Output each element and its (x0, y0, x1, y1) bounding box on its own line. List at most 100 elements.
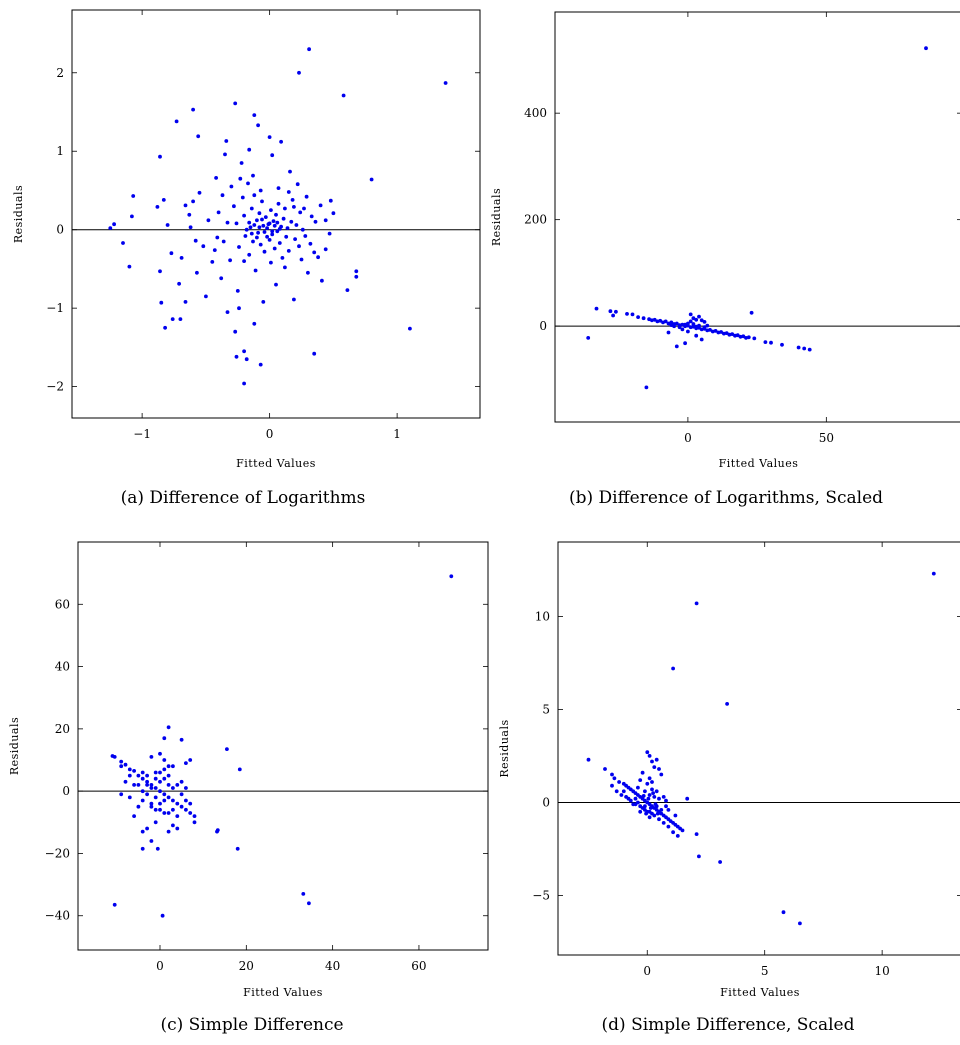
panel-b-point-49 (710, 329, 715, 334)
panel-a-point-69 (292, 297, 296, 302)
panel-a-point-110 (262, 249, 267, 254)
panel-d-point-13 (612, 776, 617, 781)
panel-a-point-95 (242, 213, 247, 218)
panel-d-point-99 (621, 789, 626, 794)
panel-c-point-26 (158, 789, 162, 794)
panel-c-point-45 (171, 764, 175, 769)
panel-d-ylabel: Residuals (498, 719, 511, 777)
panel-b-point-54 (738, 334, 743, 339)
panel-b-point-66 (686, 329, 690, 334)
panel-a-point-26 (345, 288, 350, 292)
panel-a-point-48 (187, 212, 192, 217)
panel-a-point-29 (178, 317, 183, 321)
panel-b-point-48 (705, 328, 710, 333)
panel-a-ytick-label-0: −2 (46, 380, 64, 394)
panel-c-point-21 (136, 773, 141, 778)
panel-a-point-52 (210, 260, 215, 264)
panel-a-point-162 (269, 260, 273, 265)
panel-a-point-17 (234, 354, 239, 359)
panel-b-point-61 (688, 312, 693, 317)
panel-a-point-161 (292, 205, 296, 209)
panel-d-point-80 (657, 796, 661, 801)
panel-d-point-65 (650, 780, 654, 784)
panel-c-point-10 (166, 725, 171, 730)
panel-a-point-126 (283, 206, 287, 211)
panel-c-point-14 (155, 846, 160, 851)
panel-d-point-67 (645, 781, 650, 786)
panel-a-point-143 (252, 223, 257, 227)
panel-a-point-138 (309, 214, 314, 219)
panel-a-point-78 (302, 206, 306, 211)
panel-d-point-60 (657, 767, 661, 771)
panel-a-point-56 (225, 310, 230, 314)
panel-a-point-160 (225, 220, 230, 225)
panel-a-point-15 (258, 362, 263, 367)
panel-d-point-61 (659, 772, 664, 777)
panel-c-point-9 (215, 829, 219, 834)
panel-c-point-62 (145, 792, 150, 797)
panel-b-point-5 (614, 309, 618, 314)
panel-a-ytick-label-1: −1 (46, 301, 64, 315)
panel-d-point-41 (610, 783, 614, 788)
panel-a-point-142 (249, 231, 254, 236)
panel-c-ytick-label-1: −20 (45, 846, 70, 860)
panel-d-point-12 (610, 772, 614, 777)
panel-a-point-156 (276, 186, 281, 191)
panel-b-point-77 (694, 324, 699, 329)
panel-a-point-33 (237, 306, 241, 311)
panel-a-point-83 (183, 203, 188, 208)
panel-d-point-4 (781, 910, 786, 915)
panel-c-point-70 (158, 801, 162, 806)
panel-d-point-89 (648, 806, 653, 810)
panel-a-point-76 (323, 218, 328, 223)
panel-c-point-51 (153, 820, 158, 825)
panel-a-ytick-label-4: 2 (56, 66, 64, 80)
panel-a-point-155 (251, 173, 255, 178)
panel-a-point-132 (293, 237, 297, 242)
panel-d-point-94 (655, 811, 660, 816)
panel-a-point-130 (289, 219, 294, 224)
panel-c-point-41 (153, 770, 158, 775)
panel-c-point-42 (158, 807, 162, 812)
panel-a-point-125 (281, 216, 286, 221)
panel-c-point-67 (166, 783, 171, 787)
panel-b-point-62 (691, 316, 696, 321)
panel-d-point-14 (617, 780, 621, 784)
panel-b-point-32 (763, 340, 768, 344)
panel-c-xtick-label-1: 20 (239, 959, 254, 973)
panel-a-point-65 (274, 282, 278, 287)
panel-a-point-141 (247, 220, 252, 225)
panel-c-ytick-label-2: 0 (62, 784, 70, 798)
panel-b-point-30 (749, 310, 754, 315)
panel-a-point-112 (265, 234, 269, 239)
panel-c-point-49 (188, 758, 193, 762)
panel-d-point-96 (673, 813, 678, 818)
panel-a-point-53 (214, 176, 219, 180)
panel-a-point-45 (169, 251, 174, 256)
panel-d-point-70 (636, 785, 640, 790)
panel-a-point-0 (307, 47, 311, 52)
panel-a-point-153 (277, 227, 282, 231)
panel-a-point-152 (275, 220, 280, 225)
panel-a-point-9 (369, 177, 374, 182)
panel-b-point-8 (630, 312, 635, 317)
panel-a-point-21 (121, 241, 125, 245)
panel-a-point-102 (252, 193, 257, 198)
panel-a-point-81 (193, 238, 198, 243)
panel-d-point-42 (614, 789, 619, 794)
panel-a-point-86 (212, 248, 217, 253)
panel-c-point-77 (162, 811, 167, 815)
panel-a-point-72 (304, 194, 309, 199)
panel-a-point-30 (170, 317, 175, 321)
panel-a-point-70 (295, 182, 300, 187)
panel-b-point-53 (733, 333, 737, 338)
panel-a-point-1 (297, 70, 301, 75)
panel-c-xtick-label-2: 40 (325, 959, 340, 973)
panel-a-point-114 (267, 238, 272, 242)
panel-d-point-83 (661, 795, 666, 799)
panel-a-point-163 (258, 188, 263, 193)
panel-a-point-100 (249, 206, 254, 211)
panel-c-ytick-label-4: 40 (55, 660, 70, 674)
panel-a-point-140 (244, 227, 249, 232)
panel-a-point-118 (272, 246, 277, 251)
